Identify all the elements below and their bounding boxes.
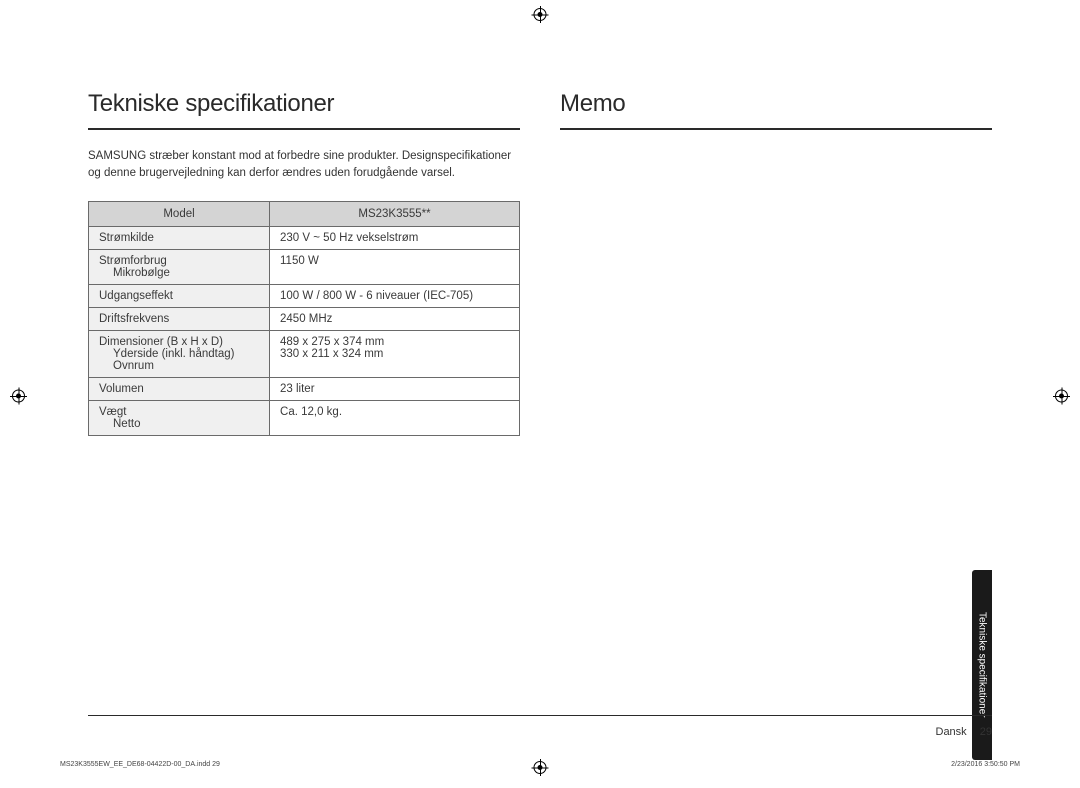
table-row: VægtNettoCa. 12,0 kg. [89, 400, 520, 435]
table-row: Strømkilde230 V ~ 50 Hz vekselstrøm [89, 226, 520, 249]
table-row: Udgangseffekt100 W / 800 W - 6 niveauer … [89, 284, 520, 307]
table-header-model: Model [89, 201, 270, 226]
page-content: Tekniske specifikationer SAMSUNG stræber… [0, 0, 1080, 788]
table-cell-sublabel: Mikrobølge [99, 267, 259, 279]
imprint-right: 2/23/2016 3:50:50 PM [951, 761, 1020, 768]
table-cell-value: Ca. 12,0 kg. [270, 400, 520, 435]
left-heading: Tekniske specifikationer [88, 90, 520, 130]
table-cell-label: Volumen [89, 377, 270, 400]
table-cell-value: 230 V ~ 50 Hz vekselstrøm [270, 226, 520, 249]
table-cell-sublabel: Ovnrum [99, 360, 259, 372]
table-cell-label: StrømforbrugMikrobølge [89, 249, 270, 284]
right-heading: Memo [560, 90, 992, 130]
table-cell-value: 1150 W [270, 249, 520, 284]
table-row: Dimensioner (B x H x D)Yderside (inkl. h… [89, 330, 520, 377]
footer-lang: Dansk [936, 726, 967, 738]
table-cell-label: Dimensioner (B x H x D)Yderside (inkl. h… [89, 330, 270, 377]
footer-page-num: 29 [980, 726, 992, 738]
table-cell-value: 2450 MHz [270, 307, 520, 330]
left-column: Tekniske specifikationer SAMSUNG stræber… [88, 90, 520, 758]
table-row: StrømforbrugMikrobølge1150 W [89, 249, 520, 284]
right-column: Memo Tekniske specifikationer [560, 90, 992, 758]
table-cell-value: 23 liter [270, 377, 520, 400]
table-cell-label: Driftsfrekvens [89, 307, 270, 330]
table-header-value: MS23K3555** [270, 201, 520, 226]
table-row: Driftsfrekvens2450 MHz [89, 307, 520, 330]
page-footer: Dansk 29 [936, 726, 993, 738]
table-cell-sublabel: Netto [99, 418, 259, 430]
table-row: Volumen23 liter [89, 377, 520, 400]
table-cell-sublabel: Yderside (inkl. håndtag) [99, 348, 259, 360]
footer-rule [88, 715, 992, 716]
table-cell-value: 100 W / 800 W - 6 niveauer (IEC-705) [270, 284, 520, 307]
table-cell-label: VægtNetto [89, 400, 270, 435]
table-cell-value: 489 x 275 x 374 mm330 x 211 x 324 mm [270, 330, 520, 377]
intro-text: SAMSUNG stræber konstant mod at forbedre… [88, 148, 520, 183]
table-cell-label: Strømkilde [89, 226, 270, 249]
table-cell-label: Udgangseffekt [89, 284, 270, 307]
imprint-left: MS23K3555EW_EE_DE68-04422D-00_DA.indd 29 [60, 761, 220, 768]
spec-table: Model MS23K3555** Strømkilde230 V ~ 50 H… [88, 201, 520, 436]
